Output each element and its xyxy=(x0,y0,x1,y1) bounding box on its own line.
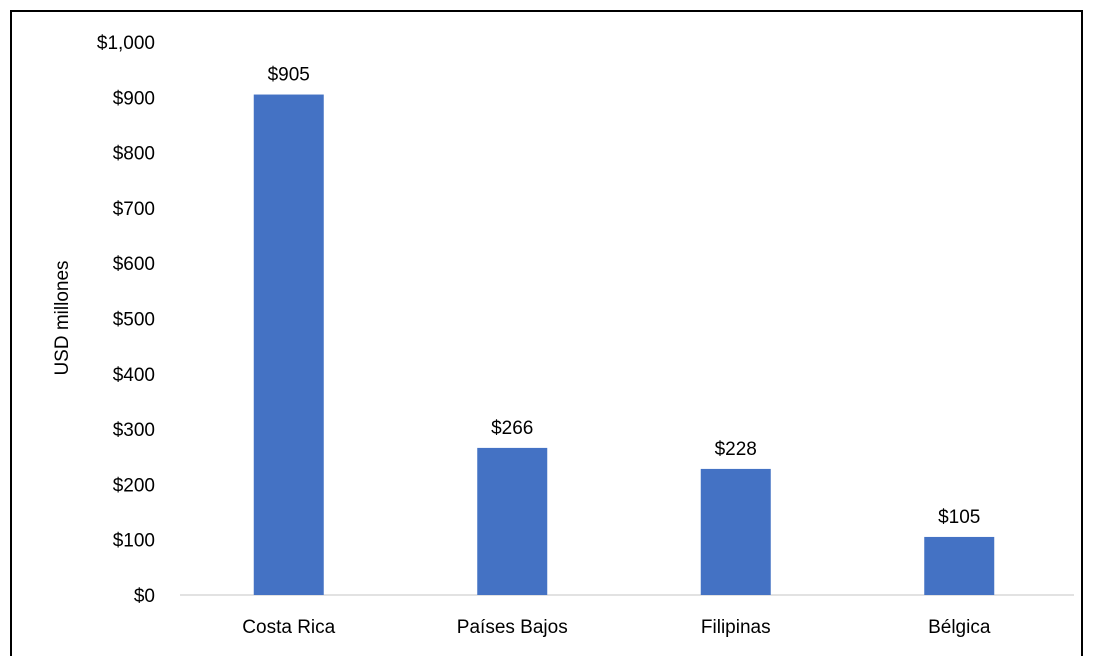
bar xyxy=(253,94,324,595)
bar xyxy=(924,536,995,595)
y-axis-ticks: $0 $100 $200 $300 $400 $500 $600 $700 $800 $900 $1… xyxy=(97,33,155,607)
data-label: $228 xyxy=(715,439,757,460)
x-axis-categories: Costa Rica Países Bajos Filipinas Bélgica xyxy=(242,617,991,638)
y-tick-label: $800 xyxy=(113,144,155,165)
bar xyxy=(477,447,548,595)
y-axis-title: USD millones xyxy=(52,260,73,375)
data-label: $905 xyxy=(268,65,310,86)
y-tick-label: $400 xyxy=(113,365,155,386)
y-tick-label: $700 xyxy=(113,199,155,220)
x-category-label: Bélgica xyxy=(928,617,991,638)
y-tick-label: $300 xyxy=(113,420,155,441)
y-tick-label: $900 xyxy=(113,88,155,109)
y-tick-label: $100 xyxy=(113,531,155,552)
data-labels: $905 $266 $228 $105 xyxy=(268,65,981,528)
y-tick-label: $500 xyxy=(113,310,155,331)
bar xyxy=(700,468,771,595)
x-category-label: Países Bajos xyxy=(457,617,568,638)
x-category-label: Filipinas xyxy=(701,617,771,638)
y-tick-label: $0 xyxy=(134,586,155,607)
bars xyxy=(253,94,995,595)
data-label: $105 xyxy=(938,507,980,528)
x-category-label: Costa Rica xyxy=(242,617,335,638)
y-tick-label: $1,000 xyxy=(97,33,155,54)
data-label: $266 xyxy=(491,418,533,439)
y-tick-label: $200 xyxy=(113,475,155,496)
y-tick-label: $600 xyxy=(113,254,155,275)
